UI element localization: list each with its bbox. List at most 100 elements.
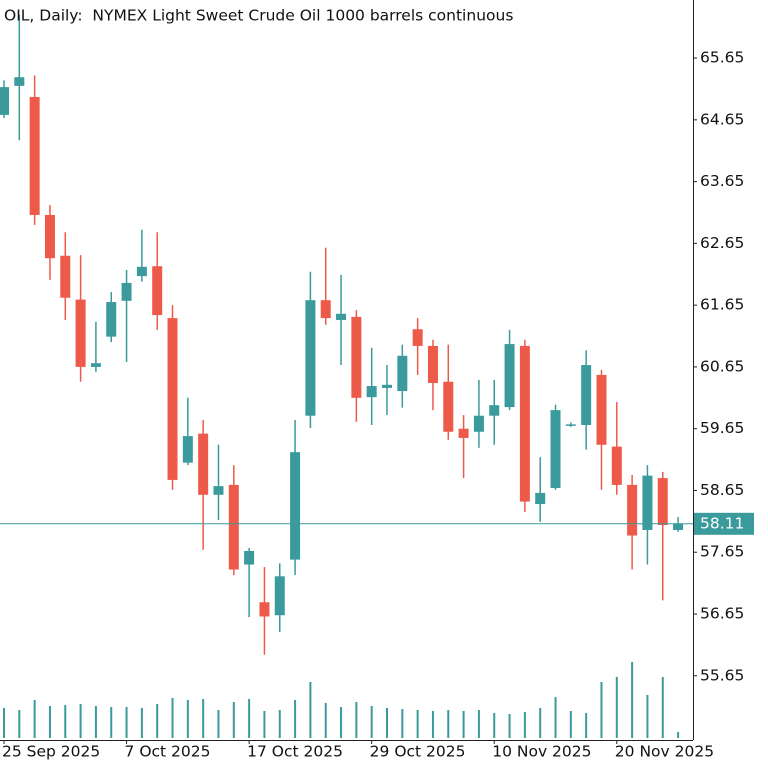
y-tick-label: 63.65 bbox=[700, 172, 744, 190]
candle-body bbox=[489, 405, 500, 416]
last-price-label: 58.11 bbox=[700, 514, 744, 532]
candle-body bbox=[228, 484, 239, 570]
volume-bar bbox=[294, 700, 297, 738]
volume-bar bbox=[125, 707, 128, 738]
x-tick-label: 10 Nov 2025 bbox=[492, 743, 591, 761]
volume-bar bbox=[48, 706, 51, 738]
candle-body bbox=[504, 344, 515, 408]
candle-body bbox=[412, 329, 423, 346]
candle-body bbox=[274, 576, 285, 616]
candle-body bbox=[121, 282, 132, 301]
candle-body bbox=[198, 433, 209, 495]
candle-body bbox=[473, 415, 484, 432]
x-tick-label: 17 Oct 2025 bbox=[247, 743, 343, 761]
y-tick-label: 55.65 bbox=[700, 666, 744, 684]
volume-bar bbox=[370, 706, 373, 738]
volume-bar bbox=[263, 711, 266, 738]
volume-bar bbox=[493, 713, 496, 738]
candle-body bbox=[305, 300, 316, 416]
candle-body bbox=[596, 374, 607, 445]
candle-body bbox=[642, 475, 653, 530]
candle-body bbox=[627, 484, 638, 536]
y-tick-label: 59.65 bbox=[700, 419, 744, 437]
volume-bar bbox=[64, 705, 67, 738]
candle-body bbox=[259, 602, 270, 617]
volume-bar bbox=[646, 695, 649, 738]
volume-bar bbox=[508, 714, 511, 738]
candle-body bbox=[167, 318, 178, 480]
candle-body bbox=[182, 436, 193, 463]
candle-body bbox=[244, 550, 255, 565]
x-tick-label: 25 Sep 2025 bbox=[2, 743, 100, 761]
candle-body bbox=[29, 96, 40, 215]
volume-bar bbox=[3, 708, 5, 738]
volume-bar bbox=[585, 713, 588, 738]
volume-bar bbox=[202, 699, 205, 738]
volume-bar bbox=[355, 702, 358, 738]
volume-bar bbox=[94, 706, 97, 738]
y-tick-label: 58.65 bbox=[700, 481, 744, 499]
volume-bar bbox=[232, 702, 235, 738]
candle-body bbox=[550, 410, 561, 488]
x-tick-label: 29 Oct 2025 bbox=[370, 743, 466, 761]
volume-bar bbox=[462, 711, 465, 738]
volume-bar bbox=[631, 662, 634, 738]
volume-bar bbox=[386, 708, 388, 738]
volume-bar bbox=[186, 700, 189, 738]
volume-bar bbox=[600, 682, 603, 738]
candle-body bbox=[458, 428, 469, 438]
volume-bar bbox=[539, 708, 542, 738]
volume-bar bbox=[309, 682, 312, 738]
candle-body bbox=[611, 446, 622, 485]
volume-bar bbox=[523, 712, 526, 738]
candle-body bbox=[152, 266, 163, 316]
last-price-box bbox=[694, 512, 754, 535]
chart-title: OIL, Daily: NYMEX Light Sweet Crude Oil … bbox=[4, 7, 513, 25]
candle-body bbox=[427, 345, 438, 383]
y-tick-label: 61.65 bbox=[700, 296, 744, 314]
volume-bar bbox=[569, 711, 572, 738]
plot-area bbox=[0, 14, 693, 738]
candle-body bbox=[397, 355, 408, 392]
y-tick-label: 62.65 bbox=[700, 234, 744, 252]
volume-bar bbox=[661, 677, 664, 738]
volume-bar bbox=[278, 710, 281, 738]
candle-body bbox=[581, 365, 592, 425]
candle-body bbox=[213, 486, 224, 495]
y-tick-label: 65.65 bbox=[700, 49, 744, 67]
candle-body bbox=[657, 478, 668, 526]
candle-body bbox=[136, 266, 147, 277]
volume-bar bbox=[156, 704, 159, 738]
volume-bar bbox=[340, 707, 343, 738]
volume-bar bbox=[171, 698, 174, 738]
y-tick-label: 60.65 bbox=[700, 357, 744, 375]
candle-body bbox=[382, 384, 392, 388]
candle-body bbox=[320, 300, 331, 319]
volume-bar bbox=[140, 708, 143, 738]
candle-body bbox=[0, 87, 9, 115]
volume-bar bbox=[477, 710, 480, 738]
y-tick-label: 57.65 bbox=[700, 543, 744, 561]
candle-body bbox=[106, 302, 117, 337]
volume-bar bbox=[431, 711, 434, 738]
candle-body bbox=[565, 424, 576, 426]
volume-bar bbox=[79, 704, 82, 738]
volume-bar bbox=[324, 703, 327, 738]
candle-body bbox=[351, 316, 362, 398]
candle-body bbox=[443, 381, 454, 432]
x-tick-label: 20 Nov 2025 bbox=[615, 743, 714, 761]
candle-body bbox=[90, 363, 101, 367]
volume-bar bbox=[110, 707, 113, 738]
volume-bar bbox=[554, 697, 557, 738]
y-tick-label: 56.65 bbox=[700, 604, 744, 622]
candle-body bbox=[366, 386, 377, 398]
x-tick-label: 7 Oct 2025 bbox=[125, 743, 211, 761]
volume-bar bbox=[416, 710, 419, 738]
volume-bar bbox=[677, 732, 680, 738]
candle-body bbox=[44, 214, 55, 259]
candle-body bbox=[535, 492, 546, 505]
candle-body bbox=[75, 299, 86, 367]
volume-bar bbox=[33, 700, 36, 738]
candle-body bbox=[14, 77, 25, 86]
